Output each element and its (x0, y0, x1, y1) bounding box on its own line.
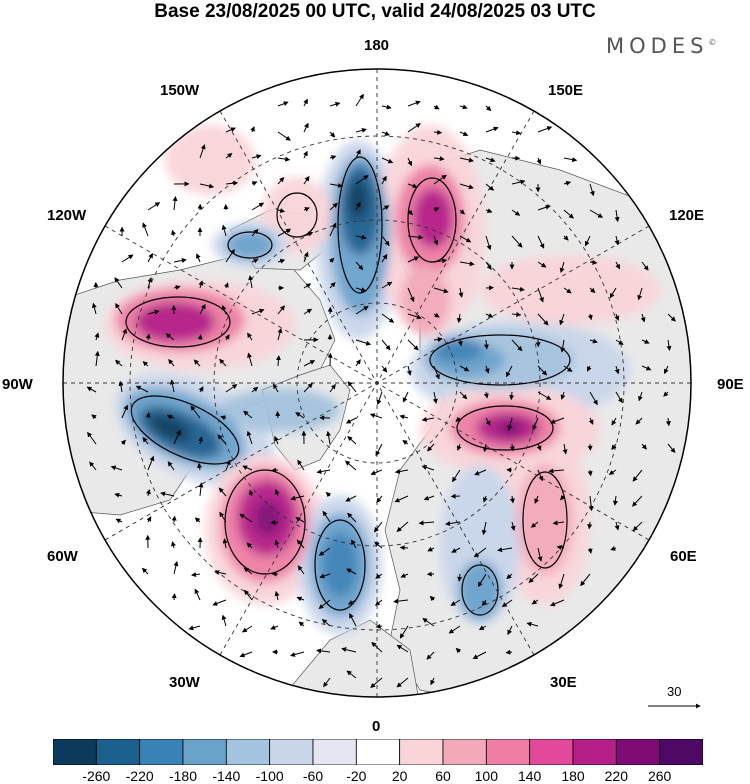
page-title: Base 23/08/2025 00 UTC, valid 24/08/2025… (0, 0, 750, 24)
wind-vector (401, 547, 409, 548)
wind-vector (174, 594, 175, 600)
lon-label-upper-right: 120E (669, 207, 704, 224)
wind-vector (590, 470, 591, 476)
lon-label-bottom: 0 (372, 718, 380, 735)
colorbar-tick-label: 100 (475, 768, 498, 784)
reference-vector-label: 30 (667, 684, 681, 699)
colorbar-swatch (400, 739, 443, 765)
colorbar-tick-label: -140 (212, 768, 240, 784)
lon-label-top-left: 150W (160, 82, 199, 99)
colorbar-swatch (530, 739, 573, 765)
wind-vector (272, 470, 278, 471)
colorbar-swatch (313, 739, 356, 765)
wind-vector (277, 412, 278, 418)
colorbar-swatch (616, 739, 659, 765)
colorbar-swatch (573, 739, 616, 765)
wind-vector (174, 516, 175, 522)
colorbar-swatch (53, 739, 96, 765)
anomaly-pos-east (480, 255, 660, 325)
colorbar-swatch (140, 739, 183, 765)
wind-vector (506, 652, 512, 653)
lon-label-left: 90W (2, 376, 33, 393)
colorbar-swatch (96, 739, 139, 765)
brand-logo: MODES© (606, 34, 716, 58)
colorbar-tick-label: 20 (392, 768, 408, 784)
lon-label-top-right: 150E (548, 82, 583, 99)
colorbar-tick-label: 140 (518, 768, 541, 784)
wind-vector (200, 335, 201, 340)
colorbar-tick-label: -60 (303, 768, 323, 784)
colorbar-tick-label: 60 (435, 768, 451, 784)
lon-label-lower-left: 60W (47, 548, 78, 565)
colorbar-swatch (356, 739, 399, 765)
lon-label-bottom-left: 30W (169, 674, 200, 691)
lon-label-bottom-right: 30E (550, 674, 577, 691)
colorbar-tick-label: -100 (256, 768, 284, 784)
colorbar-swatch (660, 739, 703, 765)
colorbar-swatch (270, 739, 313, 765)
colorbar-tick-label: -220 (126, 768, 154, 784)
colorbar-tick-label: -180 (169, 768, 197, 784)
colorbar-swatch (226, 739, 269, 765)
colorbar-swatch (443, 739, 486, 765)
lon-label-top: 180 (364, 37, 389, 54)
colorbar (53, 739, 703, 765)
colorbar-swatch (183, 739, 226, 765)
lon-label-lower-right: 60E (670, 548, 697, 565)
anomaly-pos-nw-pacific (165, 125, 255, 195)
lon-label-upper-left: 120W (47, 207, 86, 224)
wind-vector (452, 496, 461, 497)
colorbar-tick-label: -260 (82, 768, 110, 784)
colorbar-tick-label: -20 (346, 768, 366, 784)
colorbar-tick-label: 260 (648, 768, 671, 784)
colorbar-tick-label: 180 (561, 768, 584, 784)
colorbar-swatch (486, 739, 529, 765)
anomaly-neg-arctic (220, 388, 340, 432)
colorbar-tick-label: 220 (605, 768, 628, 784)
lon-label-right: 90E (717, 376, 744, 393)
